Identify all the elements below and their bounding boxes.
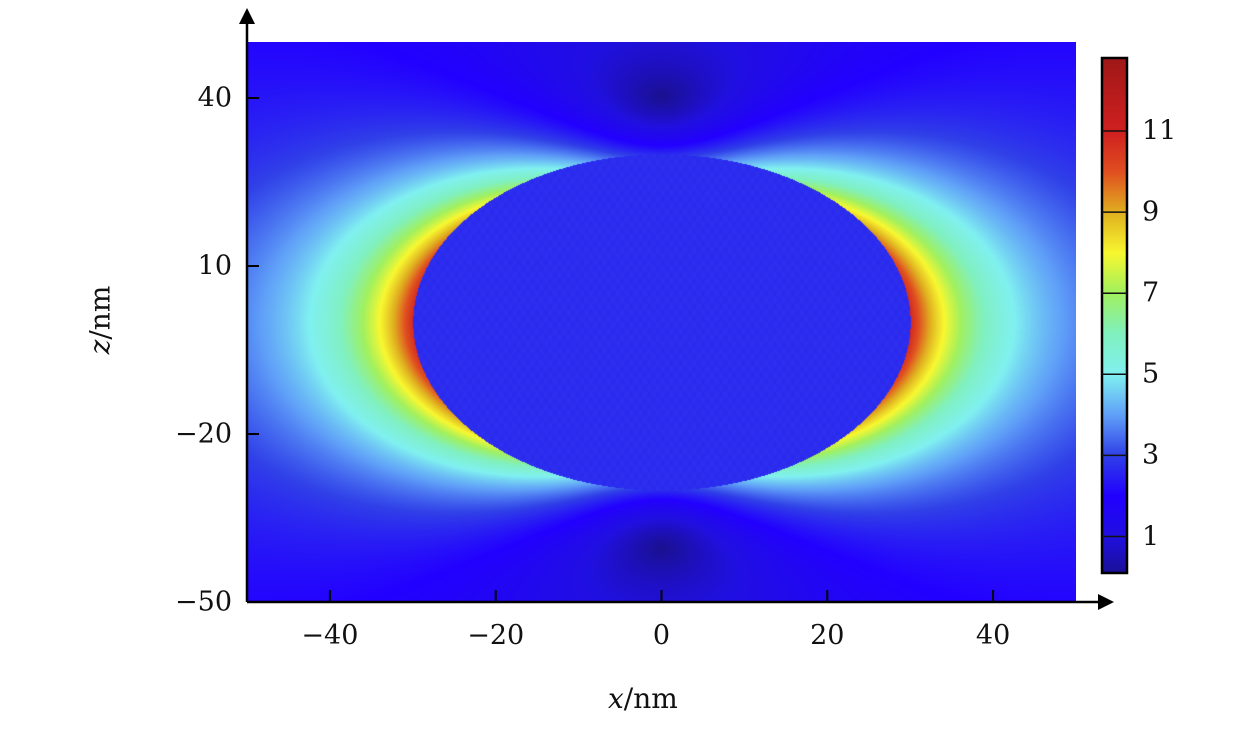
colorbar [1102,58,1127,573]
x-axis-arrow-icon [1098,594,1114,610]
colorbar-tick-label: 9 [1142,196,1160,228]
colorbar-tick-label: 7 [1142,277,1160,309]
x-tick-label: 20 [810,620,845,651]
colorbar-tick-label: 5 [1142,358,1160,390]
colorbar-tick-label: 3 [1142,439,1160,471]
y-tick-label: −50 [175,586,232,618]
x-tick-label: 0 [652,620,671,651]
y-tick-label: 10 [197,250,232,282]
y-tick-label: 40 [197,82,232,114]
colorbar-tick-label: 11 [1142,115,1177,147]
x-tick-label: 40 [975,620,1011,651]
y-axis-arrow-icon [239,8,255,24]
heatmap [247,42,1076,602]
heatmap-area [247,42,1076,602]
colorbar-area [1102,58,1127,573]
x-axis-label: x/nm [608,682,678,715]
x-tick-label: −20 [467,620,525,651]
colorbar-tick-label: 1 [1142,521,1160,552]
colorbar-border [1100,56,1129,575]
y-axis-label: z/nm [83,285,117,355]
y-tick-label: −20 [175,418,232,450]
x-tick-label: −40 [301,620,359,651]
